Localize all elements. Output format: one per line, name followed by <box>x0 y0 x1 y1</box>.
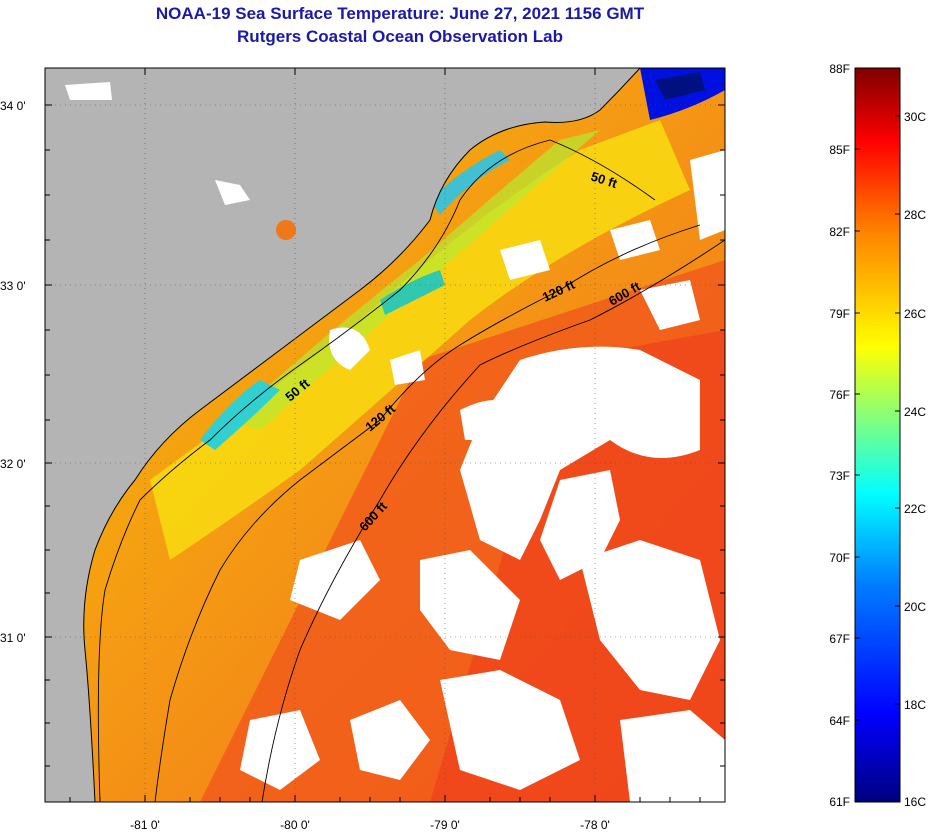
cb-label-20c: 20C <box>904 600 926 614</box>
cb-label-82f: 82F <box>829 225 850 239</box>
lat-label-34: 34 0' <box>0 99 26 113</box>
cb-label-28c: 28C <box>904 208 926 222</box>
lon-label-79: -79 0' <box>430 818 460 832</box>
upwelling-south <box>200 380 280 450</box>
cb-label-85f: 85F <box>829 143 850 157</box>
cb-label-16c: 16C <box>904 795 926 809</box>
lon-label-81: -81 0' <box>130 818 160 832</box>
cool-water-band <box>150 120 690 560</box>
cb-label-64f: 64F <box>829 714 850 728</box>
cb-label-18c: 18C <box>904 698 926 712</box>
depth-contour-50ft <box>97 139 656 802</box>
lat-label-31: 31 0' <box>0 631 26 645</box>
upwelling-north <box>430 150 510 215</box>
cb-label-61f: 61F <box>829 795 850 809</box>
coastline <box>83 68 641 802</box>
cool-water-strip <box>230 130 600 430</box>
upwelling-mid <box>380 270 445 315</box>
cb-label-24c: 24C <box>904 405 926 419</box>
graticule <box>45 68 725 802</box>
lat-label-32: 32 0' <box>0 457 26 471</box>
cb-label-22c: 22C <box>904 502 926 516</box>
inland-lake <box>276 220 296 240</box>
cb-label-79f: 79F <box>829 307 850 321</box>
map-frame <box>44 67 726 803</box>
cb-label-67f: 67F <box>829 632 850 646</box>
cb-label-76f: 76F <box>829 388 850 402</box>
colorbar <box>854 67 901 803</box>
depth-contour-600ft <box>261 239 725 802</box>
map-subtitle: Rutgers Coastal Ocean Observation Lab <box>237 27 563 46</box>
colorbar-ticks <box>855 115 900 721</box>
cloud-mask <box>65 82 725 802</box>
lon-label-80: -80 0' <box>280 818 310 832</box>
lon-label-78: -78 0' <box>580 818 610 832</box>
land <box>45 68 640 802</box>
map-title: NOAA-19 Sea Surface Temperature: June 27… <box>155 4 645 23</box>
cold-water-core <box>655 72 705 100</box>
cb-label-70f: 70F <box>829 551 850 565</box>
lat-label-33: 33 0' <box>0 279 26 293</box>
tick-marks <box>45 68 725 802</box>
map-area: 50 ft 120 ft 600 ft 50 ft 120 ft 600 ft <box>45 68 725 802</box>
cb-label-26c: 26C <box>904 307 926 321</box>
cb-label-30c: 30C <box>904 110 926 124</box>
depth-contour-120ft <box>154 224 701 802</box>
cb-label-73f: 73F <box>829 469 850 483</box>
cb-label-88f: 88F <box>829 62 850 76</box>
